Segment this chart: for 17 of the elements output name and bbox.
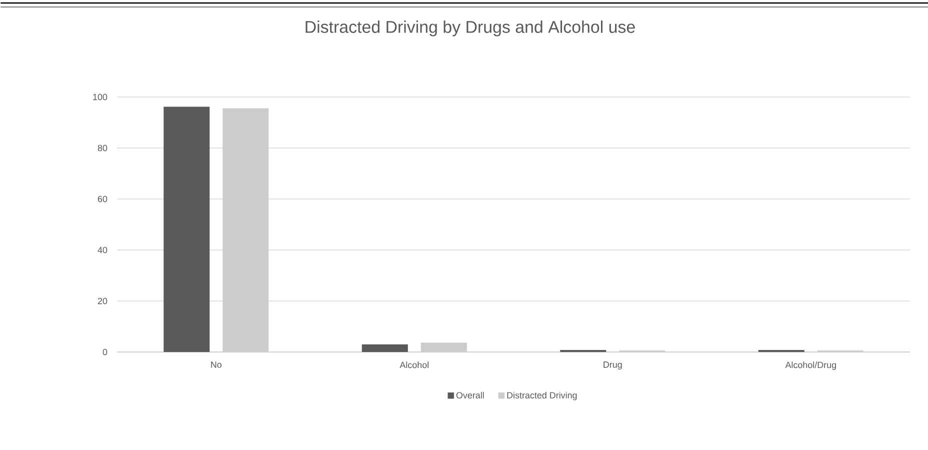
legend-label: Distracted Driving	[507, 392, 577, 400]
x-tick-label: Drug	[604, 362, 622, 370]
y-tick-label: 0	[102, 348, 108, 356]
y-tick-label: 80	[98, 144, 108, 152]
bar	[420, 342, 467, 352]
y-tick-label: 100	[93, 94, 108, 100]
bar	[222, 108, 269, 352]
bar	[362, 344, 408, 352]
chart-title: Distracted Driving by Drugs and Alcohol use	[306, 20, 635, 36]
legend-label: Overall	[456, 392, 484, 398]
x-tick-label: Alcohol	[400, 362, 428, 368]
y-tick-label: 60	[98, 196, 108, 202]
x-tick-label: Alcohol/Drug	[785, 362, 836, 370]
bar	[164, 106, 210, 352]
y-tick-label: 20	[98, 298, 108, 304]
x-tick-label: No	[211, 362, 222, 368]
y-tick-label: 40	[98, 246, 108, 254]
